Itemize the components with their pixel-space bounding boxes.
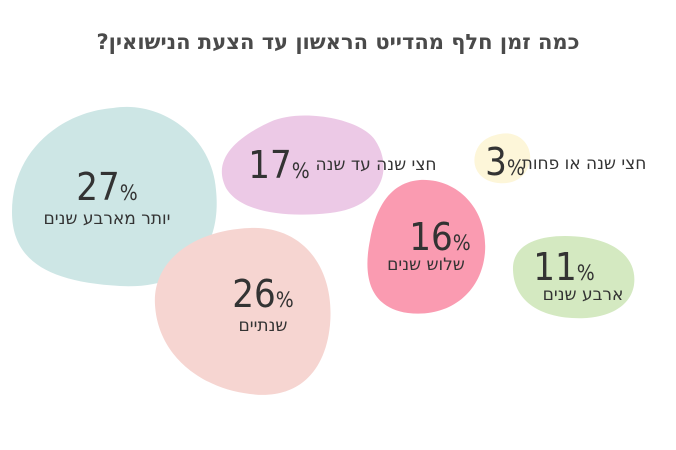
category-label: שנתיים bbox=[239, 316, 288, 336]
bubble-6: 26%שנתיים bbox=[154, 227, 331, 395]
data-label: 3% bbox=[485, 140, 525, 184]
bubble-1: 27%יותר מארבע שנים bbox=[12, 106, 217, 287]
bubble-shape bbox=[12, 106, 217, 287]
bubble-4: 16%שלוש שנים bbox=[367, 179, 486, 314]
category-label: חצי שנה עד שנה bbox=[315, 155, 436, 175]
bubble-2: 17% חצי שנה עד שנה bbox=[221, 115, 437, 215]
bubble-shape bbox=[221, 115, 384, 215]
data-label: 26% bbox=[232, 272, 293, 316]
data-label: 17% bbox=[248, 143, 309, 187]
category-label: יותר מארבע שנים bbox=[44, 209, 171, 229]
bubble-shape bbox=[474, 133, 531, 184]
bubble-shape bbox=[367, 179, 486, 314]
data-label: 11% bbox=[533, 245, 594, 289]
bubble-5: 11%ארבע שנים bbox=[512, 236, 635, 319]
bubble-shape bbox=[512, 236, 635, 319]
category-label: שלוש שנים bbox=[387, 255, 465, 275]
data-label: 27% bbox=[76, 165, 137, 209]
category-label: חצי שנה או פחות bbox=[522, 154, 647, 174]
data-label: 16% bbox=[409, 215, 470, 259]
bubble-3: 3%חצי שנה או פחות bbox=[474, 133, 646, 184]
bubble-shape bbox=[154, 227, 331, 395]
chart-title: כמה זמן חלף מהדייט הראשון עד הצעת הנישוא… bbox=[96, 30, 580, 54]
category-label: ארבע שנים bbox=[543, 285, 624, 305]
